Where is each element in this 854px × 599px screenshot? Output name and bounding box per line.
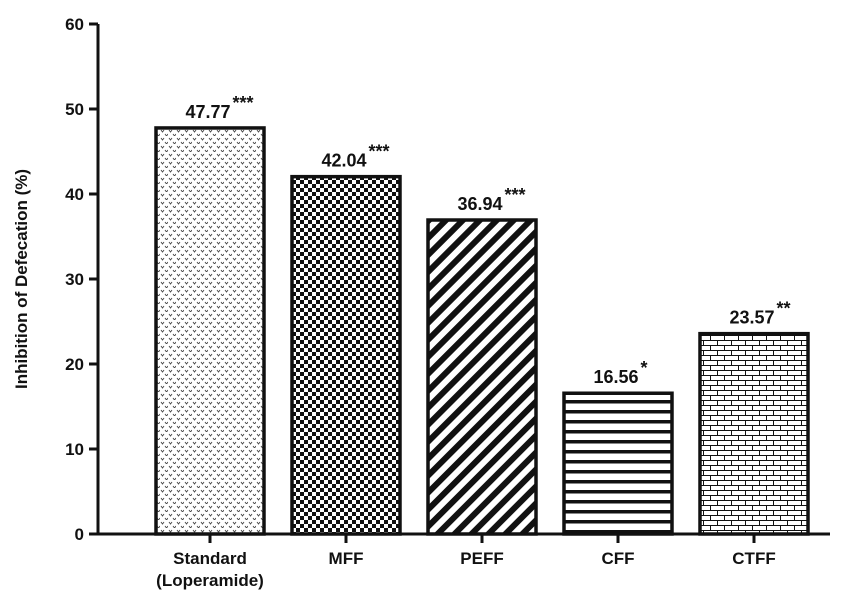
significance-label: *** [505, 185, 526, 205]
value-label: 47.77 [185, 102, 230, 122]
y-tick-label: 0 [75, 525, 84, 544]
x-tick-label: MFF [329, 549, 364, 568]
x-axis: Standard (Loperamide) MFF PEFF CFF CTFF [96, 532, 830, 590]
significance-label: *** [369, 142, 390, 162]
y-tick-label: 20 [65, 355, 84, 374]
bar-group: 42.04 *** [290, 142, 402, 536]
x-tick-label: CFF [601, 549, 634, 568]
bar [562, 391, 674, 536]
y-tick-label: 10 [65, 440, 84, 459]
bar [290, 174, 402, 536]
significance-label: * [641, 358, 648, 378]
bar-group: 47.77 *** [154, 93, 266, 536]
bar-group: 23.57 ** [698, 299, 810, 536]
x-tick-label: Standard [173, 549, 247, 568]
significance-label: ** [777, 299, 791, 319]
significance-label: *** [233, 93, 254, 113]
x-tick-label: (Loperamide) [156, 571, 264, 590]
bar [426, 218, 538, 536]
bar-group: 16.56 * [562, 358, 674, 536]
bar-group: 36.94 *** [426, 185, 538, 536]
y-tick-label: 30 [65, 270, 84, 289]
bar [154, 126, 266, 536]
value-label: 16.56 [593, 367, 638, 387]
value-label: 42.04 [321, 151, 366, 171]
y-axis-title: Inhibition of Defecation (%) [12, 169, 31, 389]
x-tick-label: PEFF [460, 549, 503, 568]
value-label: 36.94 [457, 194, 502, 214]
x-tick-label: CTFF [732, 549, 775, 568]
y-tick-label: 40 [65, 185, 84, 204]
y-axis: 0 10 20 30 40 50 60 [65, 15, 100, 544]
bars: 47.77 ***42.04 ***36.94 ***16.56 *23.57 ** [154, 93, 810, 536]
bar [698, 331, 810, 536]
value-label: 23.57 [729, 308, 774, 328]
y-tick-label: 50 [65, 100, 84, 119]
y-tick-label: 60 [65, 15, 84, 34]
